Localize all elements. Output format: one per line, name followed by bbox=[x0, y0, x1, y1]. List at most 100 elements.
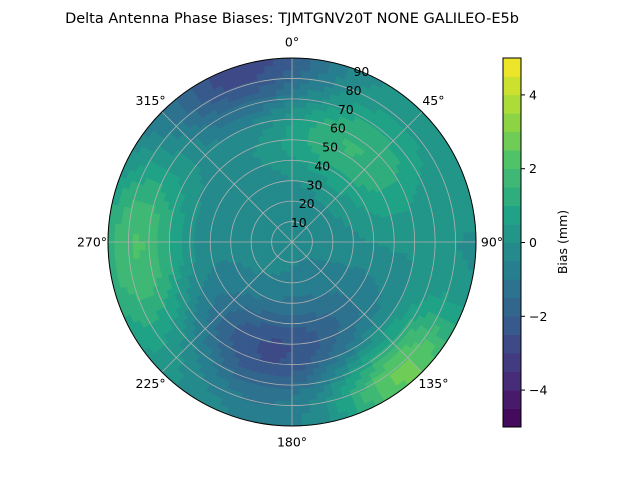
contour-cell bbox=[291, 327, 298, 335]
contour-cell bbox=[291, 345, 299, 353]
contour-cell bbox=[193, 241, 201, 248]
contour-cell bbox=[287, 161, 293, 169]
contour-cell bbox=[284, 174, 290, 182]
colorbar-cell bbox=[503, 205, 521, 225]
contour-cell bbox=[297, 345, 304, 353]
contour-cell bbox=[291, 419, 302, 426]
contour-cell bbox=[283, 162, 289, 170]
contour-cell bbox=[205, 237, 213, 243]
colorbar-cells bbox=[503, 58, 521, 428]
contour-cell bbox=[193, 236, 201, 243]
contour-cell bbox=[285, 119, 293, 126]
contour-cell bbox=[286, 149, 293, 157]
colorbar-tick-label: 4 bbox=[529, 87, 537, 102]
contour-cell bbox=[426, 241, 434, 250]
contour-cell bbox=[450, 241, 458, 251]
contour-cell bbox=[205, 241, 213, 247]
contour-cell bbox=[278, 363, 286, 371]
contour-cell bbox=[383, 241, 391, 248]
contour-cell bbox=[276, 375, 286, 384]
contour-cell bbox=[199, 246, 207, 252]
contour-cell bbox=[273, 412, 284, 420]
theta-tick-label: 135° bbox=[418, 376, 448, 391]
contour-cell bbox=[438, 241, 446, 251]
contour-cell bbox=[114, 250, 122, 261]
contour-cell bbox=[283, 82, 293, 90]
contour-cell bbox=[299, 394, 309, 402]
contour-cell bbox=[463, 232, 471, 243]
contour-cell bbox=[291, 315, 297, 323]
colorbar-cell bbox=[503, 371, 521, 391]
contour-cell bbox=[298, 100, 308, 109]
contour-cell bbox=[132, 249, 140, 259]
contour-cell bbox=[469, 241, 476, 252]
contour-cell bbox=[295, 308, 301, 316]
contour-cell bbox=[298, 106, 307, 115]
contour-cell bbox=[400, 223, 409, 231]
radial-tick-label: 30 bbox=[307, 177, 323, 192]
contour-cell bbox=[295, 314, 301, 322]
contour-cell bbox=[301, 332, 308, 340]
contour-cell bbox=[300, 406, 311, 414]
contour-cell bbox=[278, 357, 287, 365]
contour-cell bbox=[371, 237, 379, 243]
contour-cell bbox=[283, 94, 293, 102]
contour-cell bbox=[359, 241, 366, 247]
contour-cell bbox=[291, 125, 299, 133]
contour-cell bbox=[181, 235, 189, 243]
contour-cell bbox=[175, 253, 184, 261]
contour-cell bbox=[291, 161, 297, 169]
contour-cell bbox=[284, 112, 293, 120]
colorbar-ticks: −4 −2 0 2 4 bbox=[521, 87, 547, 398]
contour-cell bbox=[364, 233, 372, 239]
contour-cell bbox=[283, 76, 293, 84]
contour-cell bbox=[278, 119, 287, 127]
radial-tick-label: 60 bbox=[330, 121, 346, 136]
contour-cell bbox=[401, 247, 409, 255]
contour-cell bbox=[291, 131, 299, 139]
contour-cell bbox=[288, 180, 293, 188]
theta-tick-label: 90° bbox=[481, 235, 503, 250]
colorbar-cell bbox=[503, 316, 521, 336]
radial-tick-label: 50 bbox=[322, 140, 338, 155]
contour-cell bbox=[277, 369, 286, 378]
contour-cell bbox=[297, 351, 305, 359]
contour-cell bbox=[438, 225, 446, 235]
contour-cell bbox=[132, 225, 140, 235]
contour-cell bbox=[175, 241, 183, 249]
contour-cell bbox=[291, 155, 297, 163]
contour-cell bbox=[431, 249, 440, 258]
contour-cell bbox=[382, 226, 390, 233]
contour-cell bbox=[463, 241, 471, 252]
contour-cell bbox=[282, 419, 293, 426]
contour-cell bbox=[291, 388, 301, 396]
contour-cell bbox=[432, 241, 440, 251]
contour-cell bbox=[138, 233, 146, 243]
colorbar-cell bbox=[503, 131, 521, 151]
contour-cell bbox=[413, 228, 421, 236]
contour-cell bbox=[299, 82, 309, 90]
contour-cell bbox=[276, 144, 283, 152]
radial-tick-label: 70 bbox=[338, 102, 354, 117]
contour-cell bbox=[144, 249, 153, 258]
contour-cell bbox=[291, 382, 301, 390]
contour-cell bbox=[169, 247, 177, 256]
contour-cell bbox=[126, 250, 134, 260]
contour-cell bbox=[395, 235, 403, 243]
contour-cell bbox=[300, 70, 311, 78]
contour-cell bbox=[282, 69, 293, 77]
contour-cell bbox=[298, 113, 306, 121]
contour-cell bbox=[401, 235, 409, 243]
contour-cell bbox=[187, 236, 195, 243]
contour-cell bbox=[273, 406, 284, 414]
contour-cell bbox=[388, 225, 397, 233]
contour-cell bbox=[280, 339, 288, 347]
contour-cell bbox=[113, 241, 121, 252]
contour-cell bbox=[282, 63, 293, 71]
contour-cell bbox=[279, 125, 287, 133]
contour-cell bbox=[144, 226, 153, 235]
contour-cell bbox=[113, 232, 121, 243]
contour-cell bbox=[291, 364, 300, 372]
contour-cell bbox=[119, 232, 127, 243]
contour-cell bbox=[300, 412, 311, 420]
